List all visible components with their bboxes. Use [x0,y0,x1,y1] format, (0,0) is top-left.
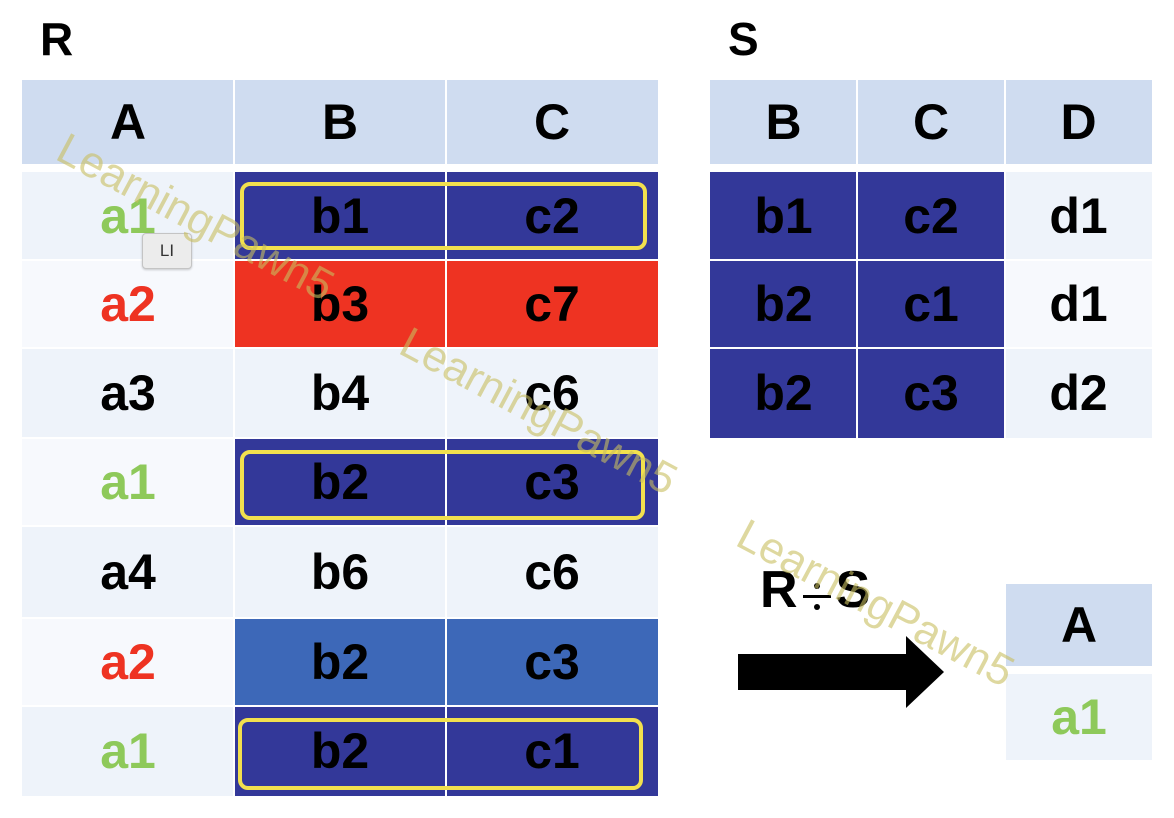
s-row1-b: b1 [710,172,857,260]
r-row5-a: a4 [22,526,234,618]
r-header-a: A [22,80,234,164]
r-row1-highlight [240,182,647,250]
r-row3-b: b4 [234,348,446,438]
division-r: R [760,561,798,619]
result-header-a: A [1006,584,1152,666]
r-row1-c: c2 [446,172,658,260]
s-header-b: B [710,80,857,164]
right-arrow-icon [736,634,948,710]
s-grid-line [710,347,1152,349]
r-row6-a: a2 [22,618,234,706]
r-row2-b: b3 [234,260,446,348]
r-grid-line [22,705,658,707]
tooltip: LI [142,233,192,269]
s-row3-b: b2 [710,348,857,438]
r-grid-line [22,617,658,619]
r-row1-a: a1 [22,172,234,260]
s-row2-d: d1 [1005,260,1152,348]
s-row2-b: b2 [710,260,857,348]
r-row4-highlight [240,450,645,520]
r-header-c: C [446,80,658,164]
r-row1-b: b1 [234,172,446,260]
r-grid-line [22,525,658,527]
s-grid-line [710,259,1152,261]
s-row3-d: d2 [1005,348,1152,438]
r-row4-a: a1 [22,438,234,526]
r-grid-line [22,259,658,261]
r-row3-a: a3 [22,348,234,438]
r-row5-b: b6 [234,526,446,618]
r-row7-a: a1 [22,706,234,796]
s-header-c: C [857,80,1005,164]
r-row2-c: c7 [446,260,658,348]
relation-r-title: R [40,13,74,65]
division-expression: R S [760,560,870,620]
r-row7-highlight [238,718,643,790]
r-row6-c: c3 [446,618,658,706]
result-value-a: a1 [1006,674,1152,760]
division-sign-icon [800,570,834,610]
s-row1-c: c2 [857,172,1005,260]
r-row2-a: a2 [22,260,234,348]
s-row3-c: c3 [857,348,1005,438]
r-header-b: B [234,80,446,164]
r-grid-line [22,347,658,349]
relation-s-title: S [728,13,759,65]
r-row3-c: c6 [446,348,658,438]
division-s: S [835,561,871,619]
s-header-d: D [1005,80,1152,164]
s-row2-c: c1 [857,260,1005,348]
r-row5-c: c6 [446,526,658,618]
r-row6-b: b2 [234,618,446,706]
s-row1-d: d1 [1005,172,1152,260]
r-grid-line [22,437,658,439]
